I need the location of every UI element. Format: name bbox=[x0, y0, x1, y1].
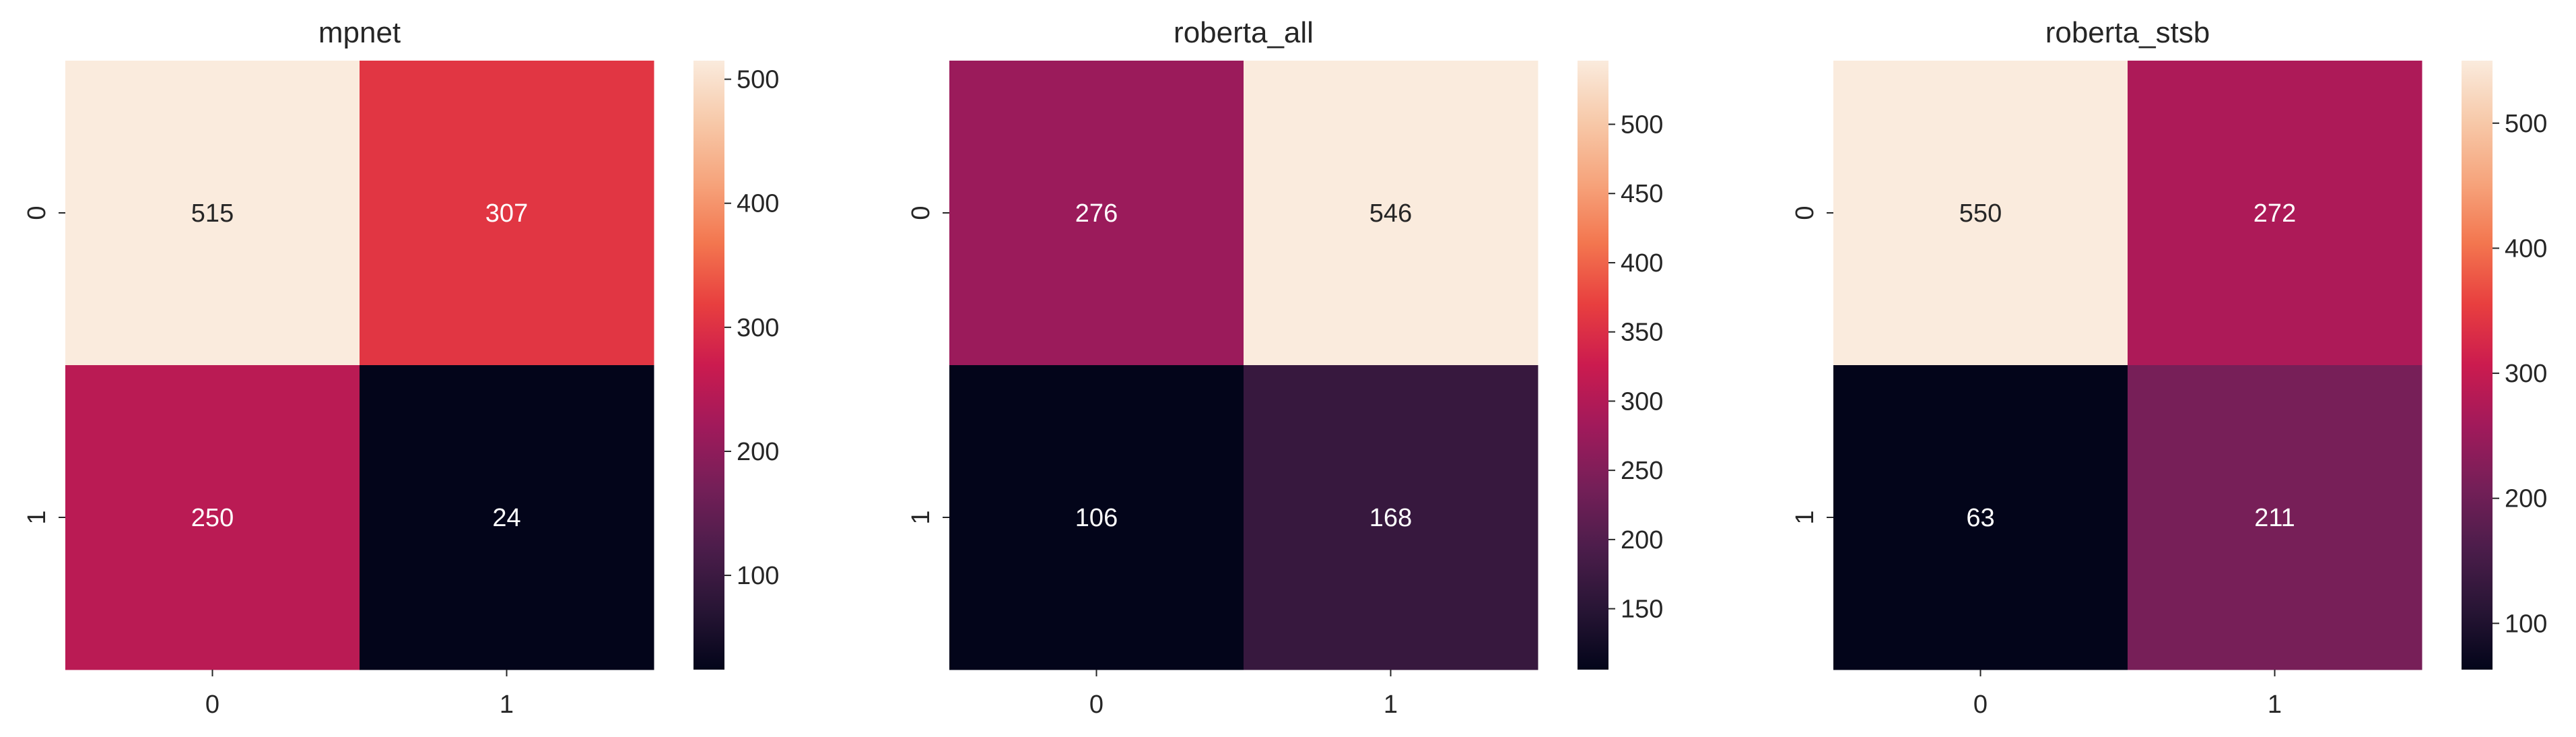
y-tick-label: 0 bbox=[23, 205, 51, 220]
heatmap-panel-0: mpnet 515 307 250 24 0 1 0 1 100 200 300 400 500 bbox=[23, 16, 779, 719]
panel-title: roberta_stsb bbox=[2045, 16, 2210, 49]
colorbar-tick-label: 350 bbox=[1621, 319, 1663, 347]
y-tick-label: 1 bbox=[1791, 510, 1819, 524]
colorbar-tick-label: 400 bbox=[1621, 249, 1663, 278]
cell-value-label: 168 bbox=[1369, 504, 1412, 532]
colorbar-tick-label: 450 bbox=[1621, 180, 1663, 208]
heatmap-panel-1: roberta_all 276 546 106 168 0 1 0 1 150 200 250 300 3… bbox=[907, 16, 1663, 719]
colorbar-tick-label: 100 bbox=[2505, 610, 2547, 638]
y-tick-label: 1 bbox=[907, 510, 935, 524]
heatmap-cell bbox=[65, 61, 360, 366]
colorbar bbox=[2462, 61, 2493, 670]
heatmap-cell bbox=[1244, 61, 1538, 366]
colorbar-tick-label: 250 bbox=[1621, 457, 1663, 485]
cell-value-label: 211 bbox=[2254, 504, 2295, 532]
x-tick-label: 1 bbox=[500, 691, 514, 719]
cell-value-label: 106 bbox=[1075, 504, 1118, 532]
y-tick-label: 0 bbox=[1791, 205, 1819, 220]
x-tick-label: 0 bbox=[205, 691, 219, 719]
x-tick-label: 1 bbox=[2268, 691, 2282, 719]
colorbar-tick-label: 200 bbox=[1621, 526, 1663, 554]
cell-value-label: 24 bbox=[492, 504, 520, 532]
colorbar-tick-label: 300 bbox=[1621, 387, 1663, 416]
heatmap-cell bbox=[360, 365, 654, 670]
heatmap-cell bbox=[2128, 365, 2422, 670]
colorbar-tick-label: 300 bbox=[2505, 360, 2547, 388]
colorbar-tick-label: 200 bbox=[2505, 485, 2547, 513]
cell-value-label: 276 bbox=[1075, 199, 1118, 228]
x-tick-label: 1 bbox=[1384, 691, 1398, 719]
colorbar bbox=[1578, 61, 1608, 670]
cell-value-label: 272 bbox=[2253, 199, 2296, 228]
heatmap-cell bbox=[360, 61, 654, 366]
y-tick-label: 0 bbox=[907, 205, 935, 220]
cell-value-label: 515 bbox=[191, 199, 234, 228]
colorbar-tick-label: 500 bbox=[737, 66, 779, 94]
x-tick-label: 0 bbox=[1973, 691, 1988, 719]
cell-value-label: 550 bbox=[1959, 199, 2002, 228]
colorbar-tick-label: 100 bbox=[737, 562, 779, 590]
colorbar-tick-label: 300 bbox=[737, 314, 779, 342]
cell-value-label: 63 bbox=[1966, 504, 1994, 532]
heatmap-cell bbox=[1833, 61, 2128, 366]
colorbar-tick-label: 200 bbox=[737, 438, 779, 466]
colorbar-tick-label: 150 bbox=[1621, 596, 1663, 624]
heatmap-panel-2: roberta_stsb 550 272 63 211 0 1 0 1 100 200 300 400 5… bbox=[1791, 16, 2547, 719]
heatmap-cell bbox=[65, 365, 360, 670]
x-tick-label: 0 bbox=[1089, 691, 1104, 719]
panel-title: roberta_all bbox=[1174, 16, 1314, 49]
y-tick-label: 1 bbox=[23, 510, 51, 524]
heatmap-cell bbox=[949, 365, 1244, 670]
cell-value-label: 307 bbox=[485, 199, 528, 228]
colorbar-tick-label: 400 bbox=[2505, 234, 2547, 263]
heatmap-cell bbox=[2128, 61, 2422, 366]
colorbar-tick-label: 500 bbox=[1621, 111, 1663, 139]
cell-value-label: 546 bbox=[1369, 199, 1412, 228]
panel-title: mpnet bbox=[318, 16, 401, 49]
heatmap-cell bbox=[1833, 365, 2128, 670]
heatmap-cell bbox=[1244, 365, 1538, 670]
colorbar-tick-label: 400 bbox=[737, 190, 779, 218]
heatmap-cell bbox=[949, 61, 1244, 366]
colorbar bbox=[693, 61, 724, 670]
cell-value-label: 250 bbox=[191, 504, 234, 532]
colorbar-tick-label: 500 bbox=[2505, 110, 2547, 138]
